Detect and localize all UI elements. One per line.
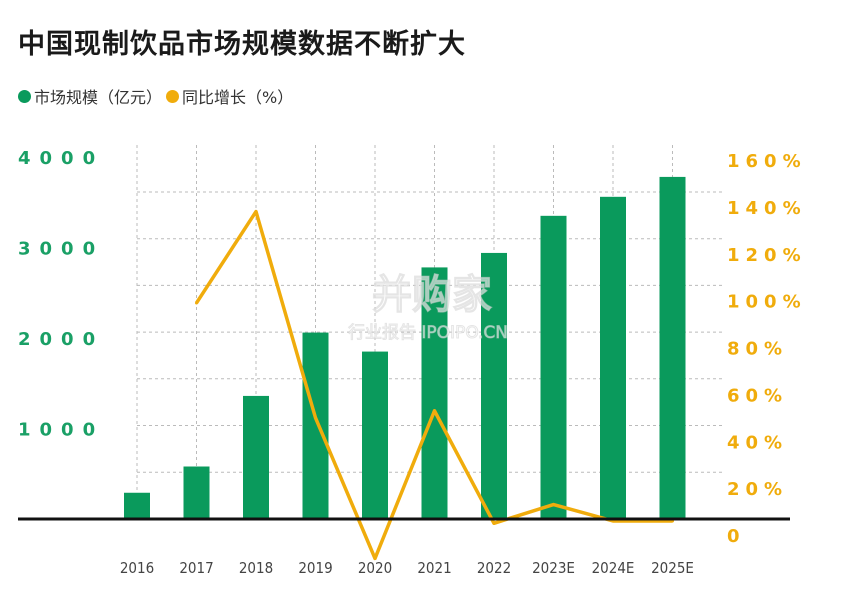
x-tick-label: 2022: [477, 559, 511, 577]
x-tick-label: 2020: [358, 559, 392, 577]
left-tick-label: 4000: [18, 148, 104, 169]
right-tick-label: 140%: [727, 198, 807, 219]
right-tick-label: 160%: [727, 151, 807, 172]
legend-swatch-market-size: [18, 89, 31, 103]
right-tick-label: 80%: [727, 339, 788, 360]
x-tick-label: 2023E: [532, 559, 575, 577]
bar-2019: [302, 332, 329, 519]
chart-title: 中国现制饮品市场规模数据不断扩大: [18, 29, 466, 60]
watermark-text: 并购家: [372, 272, 492, 318]
x-tick-label: 2019: [298, 559, 332, 577]
x-tick-label: 2017: [179, 559, 213, 577]
x-tick-label: 2018: [239, 559, 273, 577]
right-tick-label: 100%: [727, 292, 807, 313]
legend-swatch-growth: [166, 89, 180, 103]
bar-2016: [124, 492, 150, 519]
left-tick-label: 2000: [18, 329, 104, 350]
growth-point-2018: [254, 210, 258, 214]
bar-2017: [183, 466, 210, 519]
growth-point-2020: [373, 556, 377, 560]
legend-item-growth: 同比增长（%）: [166, 84, 293, 108]
x-tick-label: 2024E: [592, 559, 635, 577]
right-tick-label: 0: [727, 526, 746, 547]
growth-point-2017: [195, 301, 198, 305]
growth-point-2022: [492, 521, 496, 525]
bar-2025E: [659, 176, 686, 519]
bar-2022: [481, 252, 507, 519]
x-tick-label: 2021: [417, 559, 451, 577]
watermark-subtext: 行业报告 IPOIPO.CN: [348, 323, 508, 343]
legend: 市场规模（亿元） 同比增长（%）: [18, 84, 297, 108]
bar-2020: [362, 351, 388, 519]
bar-2023E: [540, 215, 567, 519]
right-tick-label: 60%: [727, 385, 788, 406]
right-tick-label: 120%: [727, 245, 807, 266]
growth-point-2023E: [552, 503, 555, 507]
growth-point-2021: [433, 409, 436, 413]
left-tick-label: 3000: [18, 239, 104, 260]
left-tick-label: 1000: [18, 420, 104, 441]
right-tick-label: 40%: [727, 432, 788, 453]
bar-2024E: [600, 196, 626, 519]
growth-point-2019: [314, 416, 317, 420]
x-tick-label: 2016: [120, 559, 154, 577]
legend-label-market-size: 市场规模（亿元）: [34, 88, 163, 107]
x-tick-label: 2025E: [651, 559, 694, 577]
right-tick-label: 20%: [727, 479, 788, 500]
legend-item-market-size: 市场规模（亿元）: [18, 84, 162, 108]
legend-label-growth: 同比增长（%）: [182, 88, 294, 107]
bar-2021: [421, 267, 448, 519]
bar-2018: [243, 395, 269, 519]
